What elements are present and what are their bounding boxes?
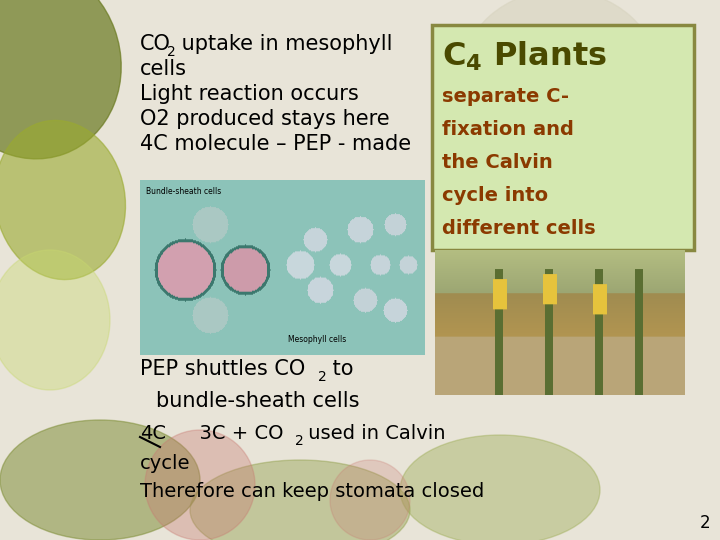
Text: cycle into: cycle into: [442, 186, 548, 205]
Text: the Calvin: the Calvin: [442, 153, 553, 172]
Text: separate C-: separate C-: [442, 87, 569, 106]
Text: uptake in mesophyll: uptake in mesophyll: [175, 34, 392, 54]
Circle shape: [145, 430, 255, 540]
Text: used in Calvin: used in Calvin: [302, 424, 446, 443]
Ellipse shape: [0, 250, 110, 390]
Text: 4C: 4C: [140, 424, 166, 443]
Text: Mesophyll cells: Mesophyll cells: [288, 335, 346, 345]
Text: O2 produced stays here: O2 produced stays here: [140, 109, 390, 129]
Ellipse shape: [0, 120, 125, 280]
Text: bundle-sheath cells: bundle-sheath cells: [156, 391, 359, 411]
Text: $\mathregular{C_4}$ Plants: $\mathregular{C_4}$ Plants: [442, 40, 607, 73]
FancyBboxPatch shape: [432, 25, 694, 250]
Text: Light reaction occurs: Light reaction occurs: [140, 84, 359, 104]
Ellipse shape: [400, 435, 600, 540]
Text: Bundle-sheath cells: Bundle-sheath cells: [145, 187, 221, 196]
Circle shape: [330, 460, 410, 540]
Text: 2: 2: [167, 45, 176, 59]
Ellipse shape: [0, 0, 121, 159]
Text: 4C molecule – PEP - made: 4C molecule – PEP - made: [140, 134, 411, 154]
Ellipse shape: [0, 420, 200, 540]
Ellipse shape: [190, 460, 410, 540]
Text: CO: CO: [140, 34, 171, 54]
Text: 3C + CO: 3C + CO: [162, 424, 284, 443]
Text: to: to: [326, 359, 354, 379]
Text: 2: 2: [318, 370, 327, 384]
Text: fixation and: fixation and: [442, 120, 574, 139]
Text: 2: 2: [295, 434, 304, 448]
Ellipse shape: [460, 0, 660, 170]
Text: PEP shuttles CO: PEP shuttles CO: [140, 359, 305, 379]
Text: cycle: cycle: [140, 454, 191, 473]
Text: Therefore can keep stomata closed: Therefore can keep stomata closed: [140, 482, 485, 501]
Text: 2: 2: [699, 514, 710, 532]
Text: cells: cells: [140, 59, 187, 79]
Text: different cells: different cells: [442, 219, 595, 238]
